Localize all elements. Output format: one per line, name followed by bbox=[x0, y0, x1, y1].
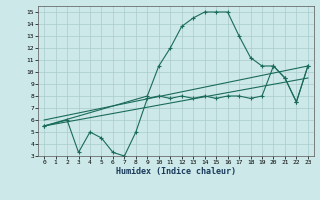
X-axis label: Humidex (Indice chaleur): Humidex (Indice chaleur) bbox=[116, 167, 236, 176]
